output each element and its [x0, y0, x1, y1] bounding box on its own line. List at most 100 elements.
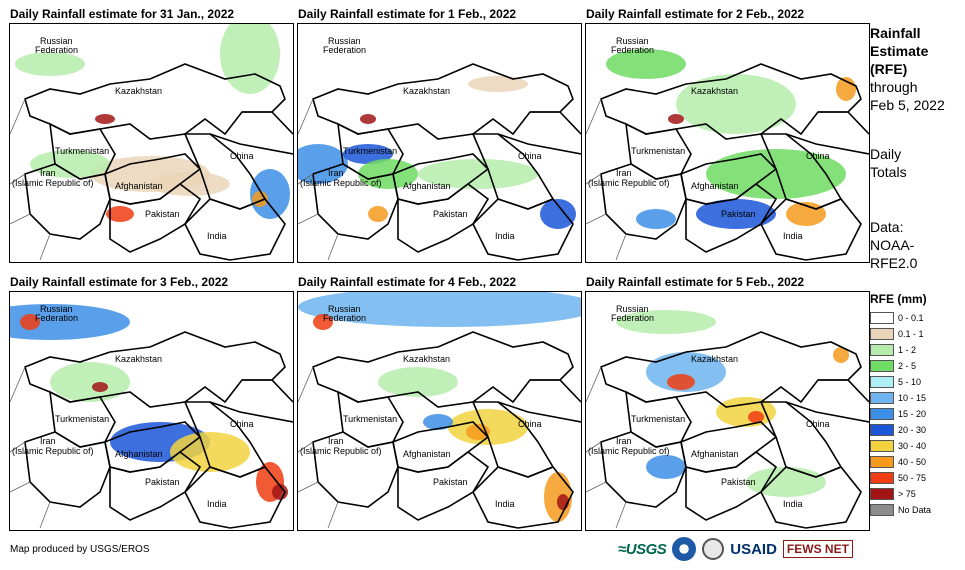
legend-label: 40 - 50 — [898, 457, 927, 467]
country-border — [109, 183, 202, 253]
outer-border — [10, 481, 51, 529]
map-label-afghanistan: Afghanistan — [403, 449, 451, 459]
rainfall-map-6: Russian Federation Kazakhstan Turkmenistan I… — [585, 291, 870, 531]
rainfall-area — [833, 347, 849, 363]
legend-label: 20 - 30 — [898, 425, 927, 435]
rainfall-area — [418, 159, 538, 189]
outer-border — [298, 173, 314, 185]
map-label-iran: Iran — [328, 168, 344, 178]
country-border — [600, 331, 862, 408]
rainfall-area — [15, 52, 85, 76]
country-border — [184, 466, 286, 529]
outer-border — [298, 441, 314, 453]
country-border — [785, 111, 869, 155]
country-border — [209, 379, 293, 423]
side-title: Rainfall Estimate (RFE) through Feb 5, 2… — [870, 24, 945, 114]
legend-swatch — [870, 456, 894, 468]
country-border — [680, 421, 778, 473]
country-border — [497, 111, 581, 155]
panel-title-2: Daily Rainfall estimate for 1 Feb., 2022 — [298, 7, 517, 21]
map-label-india: India — [495, 231, 515, 241]
rainfall-area — [646, 352, 726, 392]
map-label-russia: Russian — [616, 304, 649, 314]
map-label-india: India — [207, 499, 227, 509]
rainfall-area — [696, 199, 776, 229]
legend-item: 30 - 40 — [870, 438, 931, 454]
side-data-line1: Data: — [870, 219, 904, 235]
legend-swatch — [870, 344, 894, 356]
map-label-pakistan: Pakistan — [721, 477, 756, 487]
outer-border — [586, 366, 602, 403]
side-daily: Daily Totals — [870, 145, 907, 181]
country-border — [397, 183, 490, 253]
panel-title-4: Daily Rainfall estimate for 3 Feb., 2022 — [10, 275, 229, 289]
map-label-china: China — [230, 419, 254, 429]
country-border — [209, 111, 293, 155]
map-label-iran: Iran — [328, 436, 344, 446]
legend-item: 2 - 5 — [870, 358, 931, 374]
side-data-source: Data: NOAA- RFE2.0 — [870, 218, 917, 272]
map-label-iran-sub: (Islamic Republic of) — [12, 178, 94, 188]
country-border — [312, 331, 574, 408]
panel-title-3: Daily Rainfall estimate for 2 Feb., 2022 — [586, 7, 805, 21]
outer-border — [10, 441, 26, 453]
country-border — [312, 163, 399, 240]
outer-border — [298, 481, 339, 529]
map-label-federation: Federation — [323, 313, 366, 323]
rainfall-area — [298, 144, 348, 184]
side-title-line3: (RFE) — [870, 61, 908, 77]
map-label-kazakhstan: Kazakhstan — [691, 354, 738, 364]
map-label-china: China — [806, 419, 830, 429]
map-label-turkmenistan: Turkmenistan — [631, 146, 685, 156]
rainfall-area — [667, 374, 695, 390]
country-border — [24, 431, 111, 508]
legend-swatch — [870, 360, 894, 372]
country-border — [685, 451, 778, 521]
map-label-federation: Federation — [611, 45, 654, 55]
legend-swatch — [870, 424, 894, 436]
rainfall-area — [343, 144, 393, 164]
side-title-line2: Estimate — [870, 43, 929, 59]
map-label-pakistan: Pakistan — [721, 209, 756, 219]
rainfall-area — [423, 414, 453, 430]
country-border — [109, 451, 202, 521]
panel-title-1: Daily Rainfall estimate for 31 Jan., 202… — [10, 7, 235, 21]
country-border — [312, 431, 399, 508]
map-label-iran: Iran — [40, 168, 56, 178]
outer-border — [10, 366, 26, 403]
country-border — [397, 451, 490, 521]
legend-swatch — [870, 504, 894, 516]
legend-label: 0.1 - 1 — [898, 329, 924, 339]
map-label-iran: Iran — [616, 168, 632, 178]
country-border — [312, 63, 574, 140]
map-label-federation: Federation — [35, 45, 78, 55]
legend-label: No Data — [898, 505, 932, 515]
legend-label: 5 - 10 — [898, 377, 922, 387]
legend-label: 15 - 20 — [898, 409, 927, 419]
map-label-kazakhstan: Kazakhstan — [403, 354, 450, 364]
rainfall-area — [606, 49, 686, 79]
rainfall-map-4: Russian Federation Kazakhstan Turkmenistan I… — [9, 291, 294, 531]
rainfall-area — [646, 455, 686, 479]
legend: RFE (mm) 0 - 0.1 0.1 - 1 1 - 2 2 - 5 5 - 10 1… — [870, 292, 931, 518]
side-data-line3: RFE2.0 — [870, 255, 918, 271]
map-label-russia: Russian — [328, 36, 361, 46]
map-label-china: China — [518, 151, 542, 161]
outer-border — [10, 98, 26, 135]
map-label-kazakhstan: Kazakhstan — [115, 354, 162, 364]
outer-border — [10, 213, 51, 261]
rainfall-area — [540, 199, 576, 229]
outer-border — [586, 481, 627, 529]
legend-item: 50 - 75 — [870, 470, 931, 486]
legend-item: 0 - 0.1 — [870, 310, 931, 326]
country-border — [24, 63, 286, 140]
outer-border — [298, 98, 314, 135]
rainfall-area — [616, 310, 716, 334]
rainfall-area — [746, 467, 826, 497]
legend-item: 20 - 30 — [870, 422, 931, 438]
map-label-china: China — [518, 419, 542, 429]
map-label-iran-sub: (Islamic Republic of) — [588, 446, 670, 456]
rainfall-area — [676, 74, 796, 134]
rainfall-area — [298, 292, 581, 327]
rainfall-map-3: Russian Federation Kazakhstan Turkmenistan I… — [585, 23, 870, 263]
